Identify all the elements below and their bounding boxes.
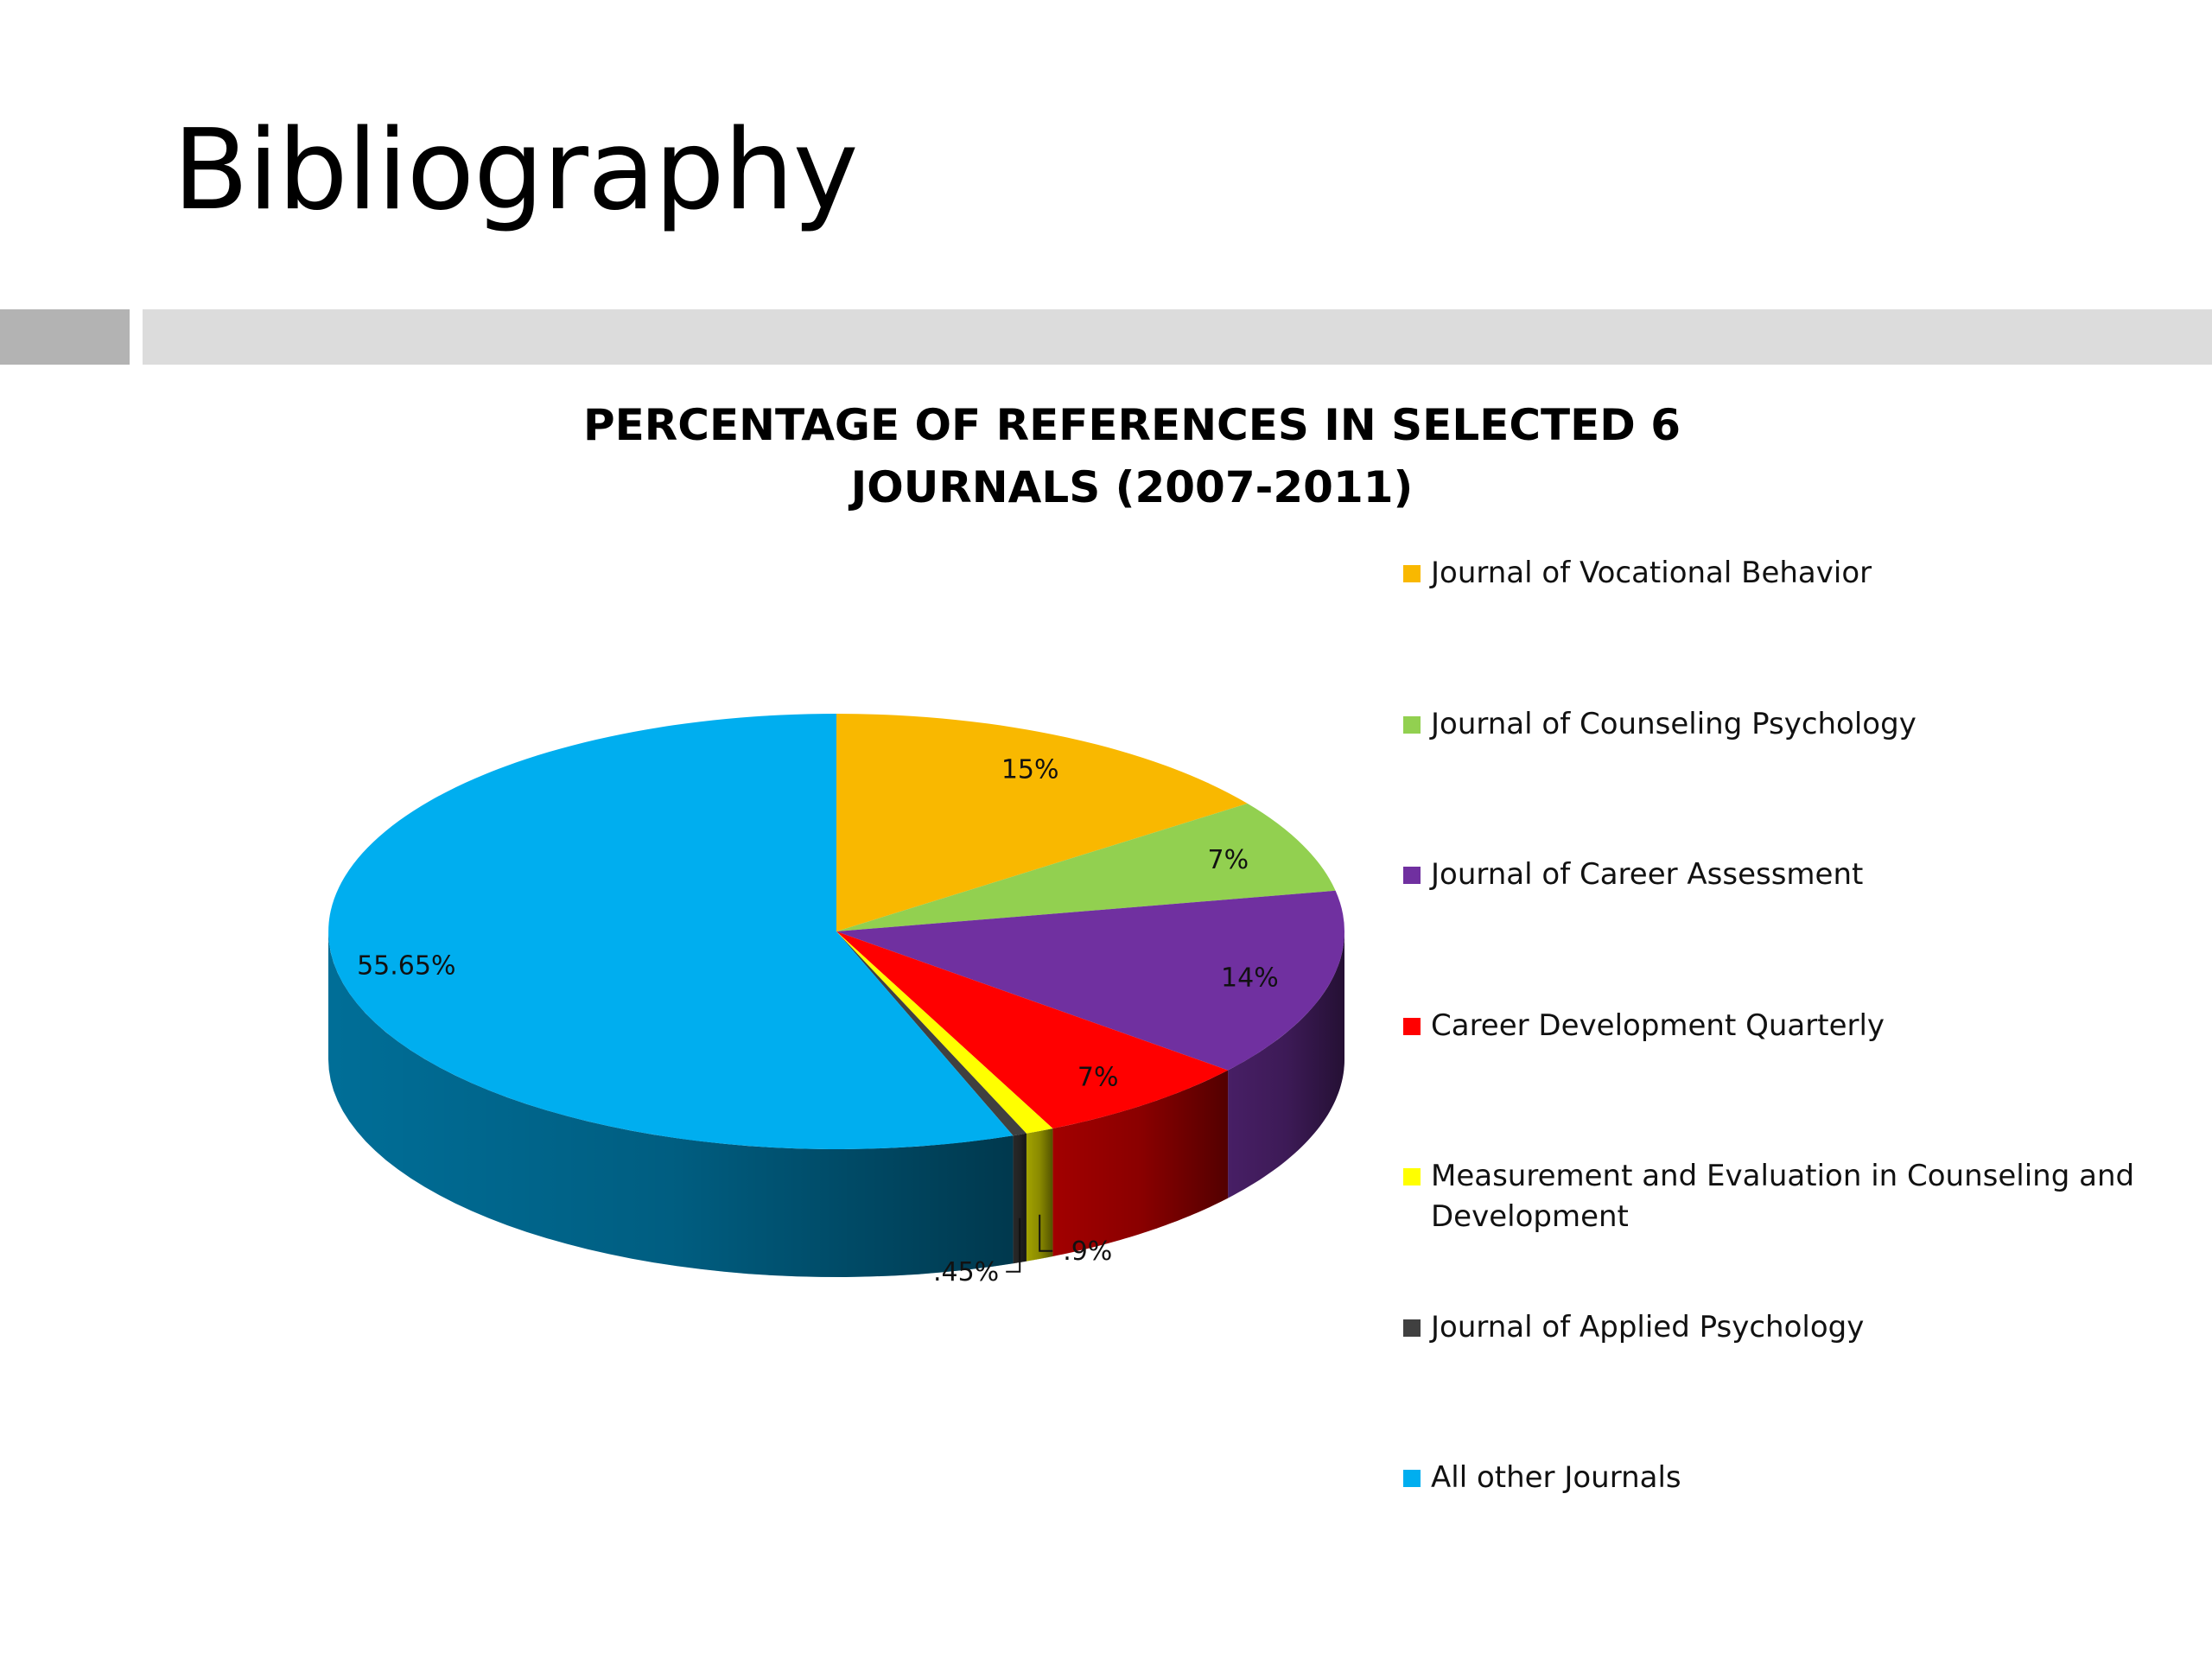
pie-side-shade-measurement-and-evaluation-in-counseling-and-development — [1026, 1128, 1053, 1262]
pie-data-label-journal-of-applied-psychology: .45% — [933, 1257, 999, 1287]
pie-data-label-all-other-journals: 55.65% — [357, 950, 455, 981]
legend-swatch — [1403, 867, 1421, 884]
pie-slice-journal-of-applied-psychology — [836, 931, 1027, 1136]
pie-tops — [328, 714, 1345, 1149]
pie-slice-measurement-and-evaluation-in-counseling-and-development — [836, 931, 1053, 1134]
pie-side-shade-career-development-quarterly — [1052, 1070, 1229, 1256]
legend-item-journal-of-counseling-psychology: Journal of Counseling Psychology — [1403, 697, 2198, 849]
legend-label: Journal of Vocational Behavior — [1431, 556, 1872, 590]
pie-leader-line-measurement-and-evaluation-in-counseling-and-development — [1039, 1214, 1053, 1252]
legend-label: Career Development Quarterly — [1431, 1007, 1885, 1043]
legend-swatch — [1403, 565, 1421, 582]
pie-slice-journal-of-career-assessment — [836, 890, 1345, 1071]
legend-label: Journal of Career Assessment — [1431, 857, 1864, 892]
pie-data-label-journal-of-counseling-psychology: 7% — [1208, 845, 1249, 875]
title-bar — [143, 309, 2212, 365]
legend-swatch — [1403, 715, 1421, 734]
legend-swatch — [1403, 1017, 1421, 1035]
legend-swatch — [1403, 1168, 1421, 1185]
pie-sides — [328, 931, 1344, 1277]
pie-data-label-measurement-and-evaluation-in-counseling-and-development: .9% — [1063, 1236, 1112, 1267]
legend-item-journal-of-career-assessment: Journal of Career Assessment — [1403, 848, 2198, 999]
chart-title-line-2: JOURNALS (2007-2011) — [850, 462, 1414, 512]
pie-data-label-career-development-quarterly: 7% — [1077, 1062, 1119, 1092]
pie-slice-career-development-quarterly — [836, 931, 1229, 1128]
chart-legend: Journal of Vocational Behavior Journal of… — [1403, 546, 2198, 1602]
pie-side-shade-journal-of-career-assessment — [1228, 931, 1344, 1198]
pie-labels: 15% 7% 14% 7% .9% .45% 55.65% — [357, 754, 1279, 1287]
legend-item-career-development-quarterly: Career Development Quarterly — [1403, 999, 2198, 1150]
pie-slice-journal-of-counseling-psychology — [836, 803, 1336, 931]
pie-slice-journal-of-vocational-behavior — [836, 714, 1248, 931]
pie-side-shade-journal-of-applied-psychology — [1013, 1133, 1027, 1264]
pie-slice-all-other-journals — [328, 714, 1014, 1149]
slide-title: Bibliography — [173, 106, 858, 235]
legend-label: Journal of Applied Psychology — [1431, 1309, 1865, 1344]
chart-title-line-1: PERCENTAGE OF REFERENCES IN SELECTED 6 — [582, 400, 1681, 450]
legend-item-journal-of-vocational-behavior: Journal of Vocational Behavior — [1403, 546, 2198, 697]
legend-label: All other Journals — [1431, 1460, 1681, 1495]
legend-label: Journal of Counseling Psychology — [1431, 706, 1916, 741]
title-bar-accent — [0, 309, 130, 365]
legend-swatch — [1403, 1319, 1421, 1337]
pie-leader-line-journal-of-applied-psychology — [1006, 1217, 1021, 1273]
pie-leaders — [1006, 1214, 1053, 1273]
legend-label: Measurement and Evaluation in Counseling… — [1431, 1159, 2135, 1234]
chart-title: PERCENTAGE OF REFERENCES IN SELECTED 6 J… — [441, 394, 1823, 518]
pie-data-label-journal-of-career-assessment: 14% — [1221, 963, 1279, 994]
pie-side-shade-all-other-journals — [328, 931, 1014, 1277]
pie-data-label-journal-of-vocational-behavior: 15% — [1001, 754, 1059, 785]
legend-swatch — [1403, 1470, 1421, 1487]
legend-item-all-other-journals: All other Journals — [1403, 1451, 2198, 1602]
legend-item-journal-of-applied-psychology: Journal of Applied Psychology — [1403, 1300, 2198, 1452]
legend-item-measurement-and-evaluation-in-counseling-and-development: Measurement and Evaluation in Counseling… — [1403, 1149, 2198, 1300]
